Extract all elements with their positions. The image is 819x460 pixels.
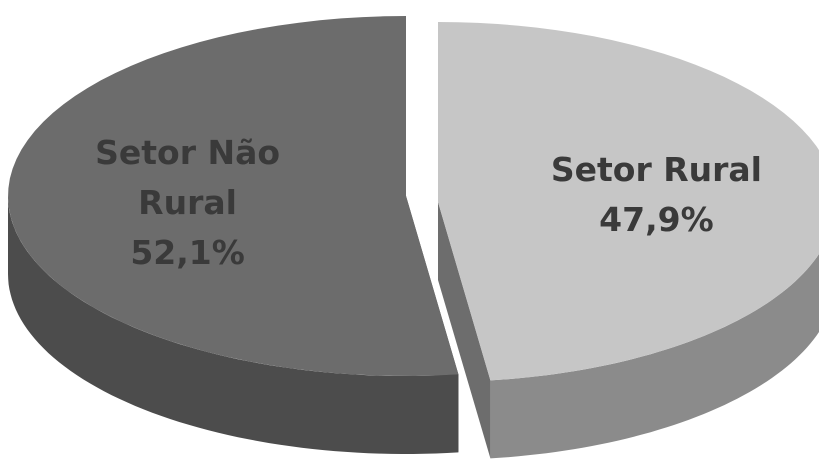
slice-side [8,196,459,454]
slice [8,16,459,376]
value-label: 52,1% [130,232,245,272]
category-label: Setor Rural [550,150,762,190]
value-label: 47,9% [599,200,714,240]
slice-cut-face [438,202,491,459]
slice-label: Setor Não Rural 52,1% [88,128,288,278]
category-label: Setor Não Rural [95,132,281,222]
slice-label: Setor Rural 47,9% [516,145,796,245]
slice-side [490,253,819,459]
slice [438,22,819,381]
